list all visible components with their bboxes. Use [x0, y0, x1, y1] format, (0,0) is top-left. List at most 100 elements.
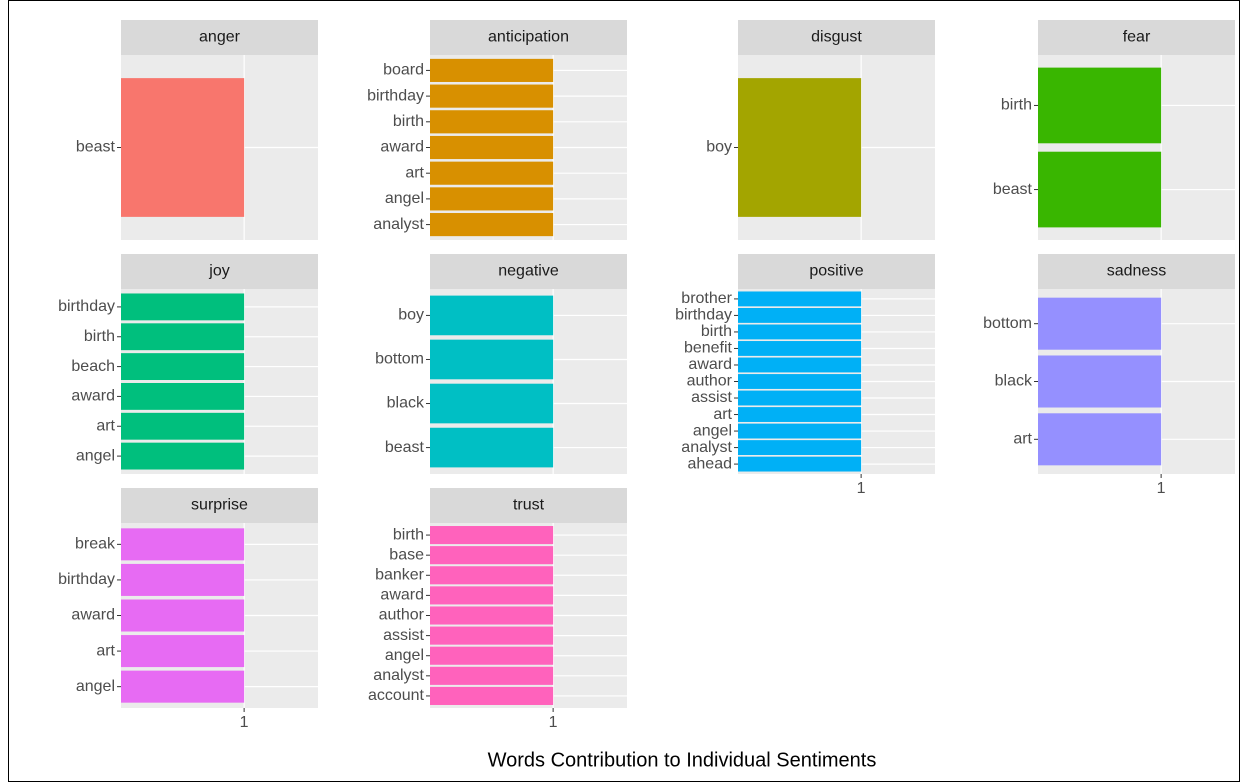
bar — [430, 135, 554, 160]
bar — [121, 412, 245, 440]
y-tick-label: art — [96, 642, 115, 659]
bar — [430, 666, 554, 685]
bar — [1038, 67, 1162, 144]
strip-label: anger — [199, 29, 241, 46]
strip — [121, 488, 318, 523]
bar — [121, 528, 245, 561]
y-tick-label: birthday — [58, 298, 115, 315]
y-tick-label: birth — [393, 113, 424, 130]
y-tick-label: benefit — [684, 340, 733, 357]
bar — [121, 670, 245, 703]
bar — [430, 58, 554, 82]
strip-label: negative — [498, 263, 559, 280]
frame — [8, 0, 1240, 782]
bar — [738, 374, 862, 389]
y-tick-label: beach — [71, 358, 115, 375]
bar — [430, 339, 554, 380]
y-tick-label: birthday — [367, 87, 424, 104]
bar — [430, 646, 554, 665]
bar — [430, 213, 554, 237]
bar — [738, 440, 862, 456]
y-tick-label: black — [995, 373, 1033, 390]
y-tick-label: brother — [681, 290, 732, 307]
y-tick-label: art — [1013, 431, 1032, 448]
bar — [738, 390, 862, 406]
strip — [1038, 20, 1235, 55]
y-tick-label: bottom — [375, 351, 424, 368]
x-tick-label: 1 — [1157, 480, 1166, 497]
y-tick-label: birth — [84, 328, 115, 345]
bar — [738, 307, 862, 323]
bar — [430, 606, 554, 625]
y-tick-label: boy — [398, 307, 424, 324]
y-tick-label: birthday — [58, 571, 115, 588]
y-tick-label: beast — [76, 139, 116, 156]
y-tick-label: banker — [375, 567, 425, 584]
strip — [1038, 254, 1235, 289]
y-tick-label: black — [387, 395, 425, 412]
bar — [430, 626, 554, 645]
y-tick-label: award — [688, 356, 732, 373]
y-tick-label: analyst — [373, 667, 424, 684]
strip — [430, 488, 627, 523]
bar — [121, 599, 245, 632]
y-tick-label: angel — [76, 447, 115, 464]
y-tick-label: account — [368, 687, 425, 704]
y-tick-label: analyst — [681, 439, 732, 456]
strip — [121, 254, 318, 289]
bar — [430, 84, 554, 108]
bar — [121, 293, 245, 321]
y-tick-label: birthday — [675, 307, 732, 324]
y-tick-label: award — [71, 388, 115, 405]
bar — [430, 161, 554, 185]
y-tick-label: boy — [706, 139, 732, 156]
bar — [738, 456, 862, 472]
bar — [430, 427, 554, 468]
strip-label: anticipation — [488, 29, 569, 46]
x-tick-label: 1 — [549, 714, 558, 731]
strip-label: positive — [809, 263, 863, 280]
strip — [738, 254, 935, 289]
bar — [738, 341, 862, 356]
bar — [430, 110, 554, 134]
bar — [430, 586, 554, 605]
bar — [430, 295, 554, 336]
strip-label: trust — [513, 497, 545, 514]
bar — [121, 382, 245, 410]
bar — [738, 357, 862, 373]
y-tick-label: art — [405, 164, 424, 181]
bar — [121, 442, 245, 470]
bar — [1038, 297, 1162, 350]
y-tick-label: award — [380, 587, 424, 604]
x-axis-title: Words Contribution to Individual Sentime… — [488, 749, 877, 771]
y-tick-label: art — [96, 417, 115, 434]
strip-label: sadness — [1107, 263, 1167, 280]
y-tick-label: break — [75, 536, 116, 553]
strip-label: fear — [1123, 29, 1151, 46]
bar — [121, 635, 245, 668]
strip — [121, 20, 318, 55]
bar — [738, 423, 862, 439]
bar — [430, 383, 554, 424]
strip-label: disgust — [811, 29, 862, 46]
bar — [738, 291, 862, 307]
y-tick-label: birth — [1001, 97, 1032, 114]
y-tick-label: beast — [993, 181, 1033, 198]
y-tick-label: angel — [76, 678, 115, 695]
bar — [430, 187, 554, 211]
y-tick-label: art — [713, 406, 732, 423]
x-tick-label: 1 — [857, 480, 866, 497]
bar — [430, 686, 554, 705]
y-tick-label: bottom — [983, 315, 1032, 332]
y-tick-label: beast — [385, 439, 425, 456]
y-tick-label: birth — [393, 526, 424, 543]
y-tick-label: angel — [693, 422, 732, 439]
bar — [738, 407, 862, 422]
strip-label: surprise — [191, 497, 248, 514]
bar — [1038, 355, 1162, 408]
bar — [121, 563, 245, 596]
bar — [1038, 413, 1162, 466]
y-tick-label: analyst — [373, 216, 424, 233]
bar — [738, 324, 862, 340]
